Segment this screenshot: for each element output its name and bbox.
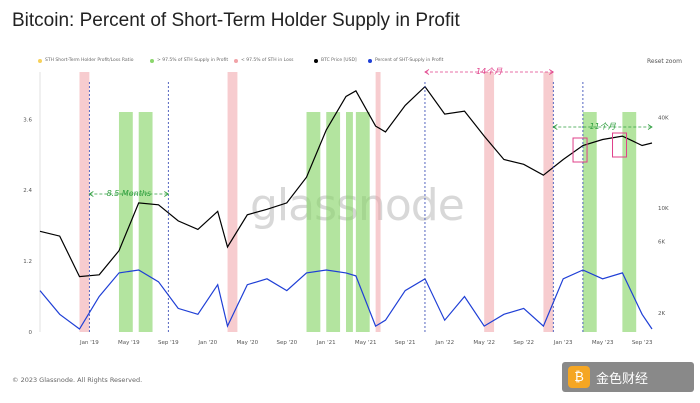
x-tick-label: Sep '22 xyxy=(513,340,534,346)
y-right-tick-label: 2K xyxy=(658,311,665,317)
legend-label: > 97.5% of STH Supply in Profit xyxy=(157,58,229,63)
annotation-arrow-8-5-months-head xyxy=(164,191,170,197)
profit-band xyxy=(622,112,637,332)
profit-band xyxy=(306,112,321,332)
x-tick-label: Jan '21 xyxy=(316,340,336,346)
profit-band xyxy=(582,112,597,332)
legend-item-percent[interactable]: Percent of SHT-Supply in Profit xyxy=(368,58,443,63)
profit-band xyxy=(346,112,353,332)
loss-band xyxy=(484,72,495,332)
highlight-box xyxy=(572,137,588,163)
annotation-arrow-8-5-months-head xyxy=(88,191,94,197)
x-tick-label: Sep '19 xyxy=(158,340,179,346)
footer-copyright: © 2023 Glassnode. All Rights Reserved. xyxy=(12,376,143,384)
profit-band xyxy=(326,112,341,332)
legend-label: Percent of SHT-Supply in Profit xyxy=(375,58,444,63)
y-right-tick-label: 10K xyxy=(658,206,669,212)
loss-band xyxy=(79,72,90,332)
annotation-label: 14个月 xyxy=(476,67,503,76)
reset-zoom-button[interactable]: Reset zoom xyxy=(646,58,682,65)
profit-band xyxy=(355,112,370,332)
highlight-box xyxy=(612,132,628,158)
y-right-tick-label: 40K xyxy=(658,115,669,121)
legend-dot-icon xyxy=(150,58,154,63)
profit-band xyxy=(118,112,133,332)
loss-band xyxy=(227,72,238,332)
profit-band xyxy=(138,112,153,332)
x-tick-label: May '23 xyxy=(592,340,614,346)
x-tick-label: Jan '22 xyxy=(434,340,454,346)
legend-label: < 97.5% of STH in Loss xyxy=(241,58,294,63)
legend-dot-icon xyxy=(368,58,372,63)
x-tick-label: May '21 xyxy=(355,340,377,346)
x-tick-label: May '22 xyxy=(473,340,495,346)
x-tick-label: Jan '23 xyxy=(553,340,573,346)
legend-label: BTC Price [USD] xyxy=(321,58,357,63)
loss-band xyxy=(543,72,554,332)
x-tick-label: Sep '21 xyxy=(395,340,416,346)
y-left-tick-label: 3.6 xyxy=(23,117,32,123)
x-tick-label: Sep '20 xyxy=(276,340,297,346)
annotation-arrow-11-months-head xyxy=(552,124,558,130)
exchange-badge: ₿ 金色财经 xyxy=(562,362,694,392)
legend: STH Short-Term Holder Profit/Loss Ratio … xyxy=(38,58,598,67)
exchange-logo-icon: ₿ xyxy=(568,366,590,388)
legend-item-ratio[interactable]: STH Short-Term Holder Profit/Loss Ratio xyxy=(38,58,133,63)
legend-dot-icon xyxy=(314,58,318,63)
y-left-tick-label: 1.2 xyxy=(23,259,32,265)
x-tick-label: Jan '20 xyxy=(197,340,217,346)
page-title: Bitcoin: Percent of Short-Term Holder Su… xyxy=(12,10,460,31)
legend-item-price[interactable]: BTC Price [USD] xyxy=(314,58,357,63)
y-right-tick-label: 6K xyxy=(658,239,665,245)
loss-band xyxy=(375,72,381,332)
annotation-arrow-14-months-head xyxy=(424,69,430,75)
annotation-label: 8.5 Months xyxy=(107,189,152,198)
y-left-tick-label: 0 xyxy=(29,330,33,336)
legend-label: STH Short-Term Holder Profit/Loss Ratio xyxy=(45,58,134,63)
legend-item-loss[interactable]: < 97.5% of STH in Loss xyxy=(234,58,294,63)
x-tick-label: Sep '23 xyxy=(632,340,653,346)
annotation-arrow-11-months-head xyxy=(647,124,653,130)
annotation-label: 11个月 xyxy=(590,122,617,131)
legend-item-profit[interactable]: > 97.5% of STH Supply in Profit xyxy=(150,58,228,63)
legend-dot-icon xyxy=(234,58,238,63)
annotation-arrow-14-months-head xyxy=(549,69,555,75)
y-left-tick-label: 2.4 xyxy=(23,188,32,194)
x-tick-label: May '20 xyxy=(236,340,258,346)
x-tick-label: May '19 xyxy=(118,340,140,346)
badge-text: 金色财经 xyxy=(596,371,649,387)
legend-dot-icon xyxy=(38,58,42,63)
x-tick-label: Jan '19 xyxy=(79,340,99,346)
